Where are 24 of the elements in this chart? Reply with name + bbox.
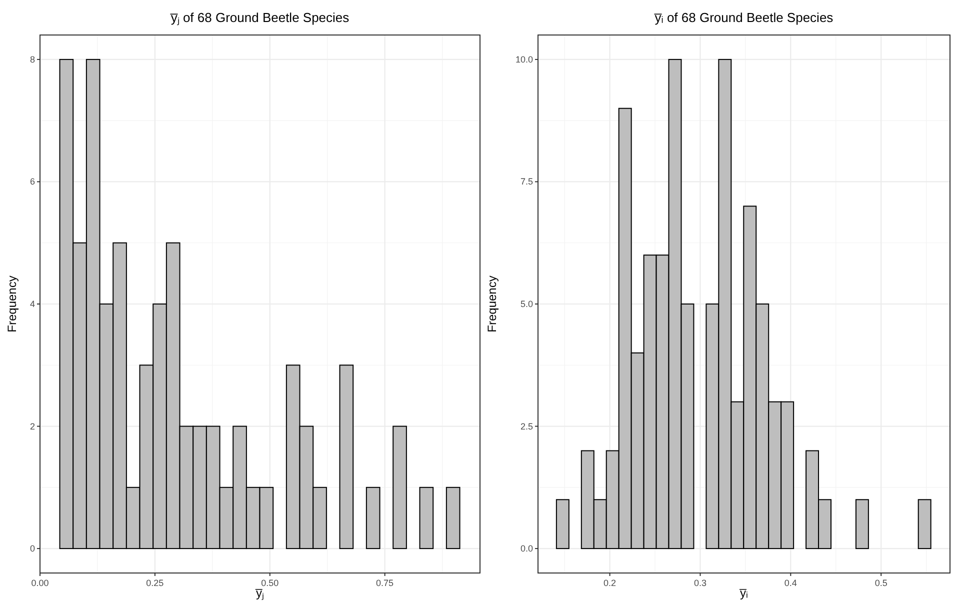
x-axis-title: y̅ⱼ (254, 586, 264, 600)
x-axis-title: y̅ᵢ (738, 586, 748, 600)
x-tick-label: 0.2 (604, 578, 616, 588)
y-tick-label: 6 (30, 176, 35, 187)
x-tick-label: 0.50 (261, 578, 279, 588)
x-tick-label: 0.00 (31, 578, 49, 588)
y-tick-label: 8 (30, 54, 35, 64)
chart-title: y̅ᵢ of 68 Ground Beetle Species (654, 10, 834, 25)
y-tick-label: 7.5 (520, 176, 533, 187)
y-tick-label: 4 (30, 299, 35, 309)
y-tick-label: 0.0 (520, 544, 533, 554)
y-tick-label: 2.5 (520, 421, 533, 432)
y-tick-label: 10.0 (515, 54, 533, 64)
y-tick-label: 2 (30, 421, 35, 432)
x-tick-label: 0.25 (146, 578, 164, 588)
y-tick-label: 0 (30, 544, 35, 554)
y-tick-label: 5.0 (520, 299, 533, 309)
chart-title: y̅ⱼ of 68 Ground Beetle Species (170, 10, 350, 26)
y-axis-title: Frequency (5, 276, 19, 332)
x-tick-label: 0.75 (376, 578, 394, 588)
x-tick-label: 0.5 (874, 578, 888, 588)
y-axis-title: Frequency (485, 276, 499, 332)
x-tick-label: 0.3 (694, 578, 706, 588)
x-tick-label: 0.4 (784, 578, 797, 588)
